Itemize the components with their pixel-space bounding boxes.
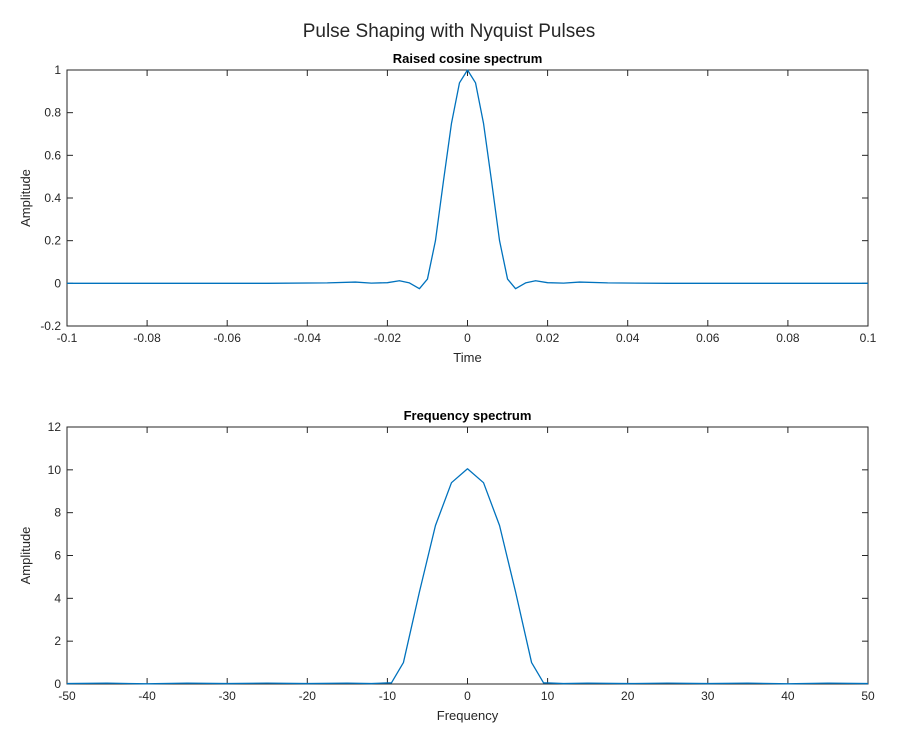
freq-xtick-label: 10	[541, 689, 555, 703]
freq-ytick-label: 6	[54, 549, 61, 563]
freq-xlabel: Frequency	[437, 708, 499, 723]
freq-axes-box	[66, 426, 869, 685]
freq-xtick-label: -20	[299, 689, 317, 703]
freq-xtick-label: -30	[219, 689, 237, 703]
time-xtick-label: 0.06	[696, 331, 720, 345]
freq-ytick-label: 8	[54, 506, 61, 520]
freq-series-line	[66, 468, 869, 685]
time-xtick-label: 0	[464, 331, 471, 345]
freq-xtick-label: 20	[621, 689, 635, 703]
time-ytick-label: 1	[54, 63, 61, 77]
time-xtick-label: -0.04	[294, 331, 322, 345]
time-xtick-label: -0.06	[214, 331, 242, 345]
time-xtick-label: 0.04	[616, 331, 640, 345]
time-xtick-label: -0.1	[57, 331, 78, 345]
freq-xtick-label: -50	[58, 689, 76, 703]
time-xtick-label: 0.02	[536, 331, 560, 345]
freq-plot-title: Frequency spectrum	[404, 408, 532, 423]
freq-xtick-label: 50	[861, 689, 875, 703]
time-axes: Raised cosine spectrum -0.1 -0.08 -0.06 -0.0…	[18, 51, 877, 365]
time-ytick-label: 0.2	[44, 234, 61, 248]
frequency-axes: Frequency spectrum-50 -40 -30 -20 -10 0 10 20 30…	[18, 408, 875, 723]
figure-title: Pulse Shaping with Nyquist Pulses	[303, 21, 596, 42]
time-ytick-label: 0.6	[44, 148, 61, 162]
time-ytick-label: 0	[54, 276, 61, 290]
freq-ytick-label: 4	[54, 591, 61, 605]
freq-ytick-label: 0	[54, 677, 61, 691]
time-ytick-label: 0.8	[44, 106, 61, 120]
time-xtick-label: -0.08	[133, 331, 161, 345]
time-xtick-label: 0.1	[860, 331, 877, 345]
freq-ytick-label: 10	[48, 463, 62, 477]
time-ytick-label: -0.2	[40, 319, 61, 333]
freq-ylabel: Amplitude	[18, 527, 33, 585]
freq-xtick-label: 40	[781, 689, 795, 703]
time-xtick-label: 0.08	[776, 331, 800, 345]
freq-xtick-label: -10	[379, 689, 397, 703]
freq-ytick-label: 2	[54, 634, 61, 648]
time-ytick-label: 0.4	[44, 191, 61, 205]
freq-xtick-label: 30	[701, 689, 715, 703]
time-ylabel: Amplitude	[18, 169, 33, 227]
time-xlabel: Time	[453, 350, 481, 365]
time-series-line	[67, 69, 868, 290]
time-xtick-label: -0.02	[374, 331, 402, 345]
time-axes-box	[66, 69, 869, 327]
time-plot-title: Raised cosine spectrum	[393, 51, 543, 66]
freq-ytick-label: 12	[48, 420, 62, 434]
freq-xtick-label: 0	[464, 689, 471, 703]
freq-xtick-label: -40	[138, 689, 156, 703]
